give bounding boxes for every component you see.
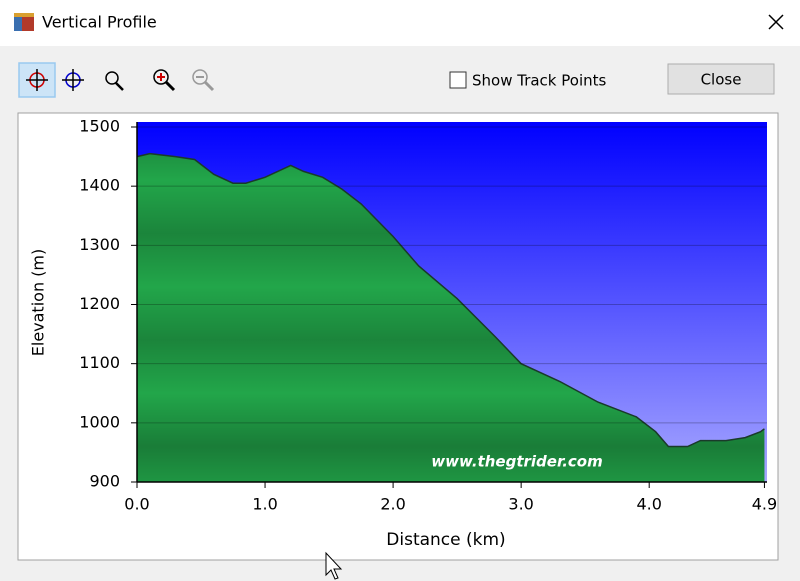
y-tick-label: 1400: [79, 176, 120, 195]
app-icon: [14, 13, 34, 31]
elevation-line: [136, 152, 765, 448]
y-tick-label: 1100: [79, 353, 120, 372]
close-button-label[interactable]: Close: [701, 71, 742, 89]
x-axis-label: Distance (km): [386, 530, 505, 550]
close-x[interactable]: [768, 14, 784, 30]
checkbox[interactable]: [449, 71, 467, 89]
toolbar-icons[interactable]: [18, 62, 215, 98]
y-tick-label: 1500: [79, 117, 120, 136]
mouse-cursor: [325, 551, 343, 580]
y-tick-label: 1000: [79, 412, 120, 431]
y-tick-label: 1200: [79, 294, 120, 313]
chart: 900 1000 1100 1200 1300 1400 1500 0.0 1.0 2.0 3.0 4…: [29, 117, 778, 551]
x-tick-label: 0.0: [124, 495, 149, 514]
watermark: www.thegtrider.com: [431, 453, 602, 471]
x-tick-label: 2.0: [380, 495, 405, 514]
title-bar: [0, 0, 800, 46]
checkbox-label[interactable]: Show Track Points: [472, 72, 607, 90]
y-tick-label: 900: [89, 472, 120, 491]
elevation-shading: [137, 153, 765, 482]
window-title: Vertical Profile: [42, 13, 157, 32]
x-tick-label: 4.9: [752, 495, 777, 514]
x-tick-label: 3.0: [508, 495, 533, 514]
x-tick-label: 1.0: [252, 495, 277, 514]
y-tick-label: 1300: [79, 235, 120, 254]
close-button[interactable]: [667, 63, 775, 95]
y-axis-label: Elevation (m): [29, 249, 48, 356]
x-tick-label: 4.0: [636, 495, 661, 514]
